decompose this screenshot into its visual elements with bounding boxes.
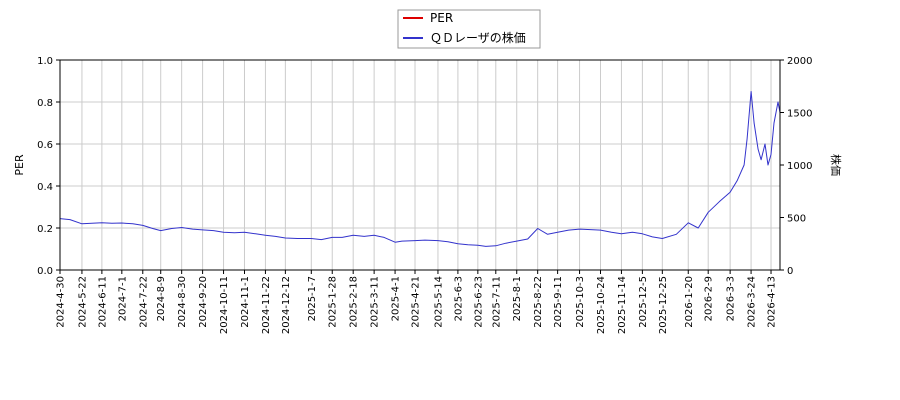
series-layer — [59, 91, 781, 247]
left-axis-title: PER — [13, 154, 26, 176]
x-tick-label: 2024-12-12 — [281, 276, 292, 334]
x-tick-label: 2025-8-22 — [533, 276, 544, 328]
left-tick-label: 0.0 — [37, 266, 53, 277]
right-axis-title: 株価 — [829, 154, 843, 176]
right-tick-label: 2000 — [787, 56, 812, 67]
plot-frame — [59, 59, 781, 271]
x-tick-label: 2025-2-18 — [349, 276, 360, 328]
x-axis: 2024-4-30 2024-5-22 2024-6-11 2024-7-1 2024-… — [56, 270, 778, 334]
left-tick-label: 0.4 — [37, 182, 53, 193]
legend-label-price: ＱＤレーザの株価 — [430, 30, 526, 45]
x-tick-label: 2025-4-1 — [391, 276, 402, 321]
x-tick-label: 2026-3-3 — [726, 276, 737, 321]
x-tick-label: 2024-11-22 — [261, 276, 272, 334]
x-tick-label: 2025-4-21 — [411, 276, 422, 328]
x-tick-label: 2025-12-5 — [638, 276, 649, 328]
x-tick-label: 2026-2-9 — [704, 276, 715, 321]
x-tick-label: 2025-7-11 — [491, 276, 502, 328]
x-tick-label: 2024-9-20 — [198, 276, 209, 328]
x-tick-label: 2025-6-23 — [473, 276, 484, 328]
x-tick-label: 2025-8-1 — [512, 276, 523, 321]
x-tick-label: 2026-1-20 — [684, 276, 695, 328]
right-tick-label: 1500 — [787, 109, 812, 120]
x-tick-label: 2024-7-22 — [138, 276, 149, 328]
x-tick-label: 2024-6-11 — [97, 276, 108, 328]
x-tick-label: 2026-3-24 — [747, 276, 758, 328]
x-tick-label: 2024-7-1 — [117, 276, 128, 321]
legend: PER ＱＤレーザの株価 — [397, 9, 541, 49]
x-tick-label: 2025-12-25 — [658, 276, 669, 334]
x-tick-label: 2025-9-11 — [553, 276, 564, 328]
x-tick-label: 2024-8-9 — [156, 276, 167, 321]
x-tick-label: 2025-5-14 — [433, 276, 444, 328]
left-tick-label: 1.0 — [37, 56, 53, 67]
x-tick-label: 2024-4-30 — [56, 276, 67, 328]
x-tick-label: 2024-10-11 — [219, 276, 230, 334]
legend-box — [397, 9, 541, 49]
x-tick-label: 2025-10-3 — [575, 276, 586, 328]
right-tick-label: 500 — [787, 214, 806, 225]
left-tick-label: 0.6 — [37, 140, 53, 151]
x-tick-label: 2025-3-11 — [370, 276, 381, 328]
right-tick-label: 1000 — [787, 161, 812, 172]
x-tick-label: 2024-5-22 — [77, 276, 88, 328]
x-tick-label: 2025-1-28 — [328, 276, 339, 328]
left-axis: 0.0 0.2 0.4 0.6 0.8 1.0 — [37, 56, 60, 277]
x-tick-label: 2026-4-13 — [767, 276, 778, 328]
grid — [59, 59, 780, 271]
right-tick-label: 0 — [787, 266, 793, 277]
x-tick-label: 2025-11-14 — [617, 276, 628, 334]
x-tick-label: 2025-6-3 — [453, 276, 464, 321]
left-tick-label: 0.2 — [37, 224, 53, 235]
x-tick-label: 2025-1-7 — [307, 276, 318, 321]
left-tick-label: 0.8 — [37, 98, 53, 109]
x-tick-label: 2025-10-24 — [596, 276, 607, 334]
x-tick-label: 2024-11-1 — [240, 276, 251, 328]
legend-label-per: PER — [430, 11, 453, 25]
series-line — [59, 91, 781, 247]
x-tick-label: 2024-8-30 — [177, 276, 188, 328]
right-axis: 0 500 1000 1500 2000 — [780, 56, 812, 277]
